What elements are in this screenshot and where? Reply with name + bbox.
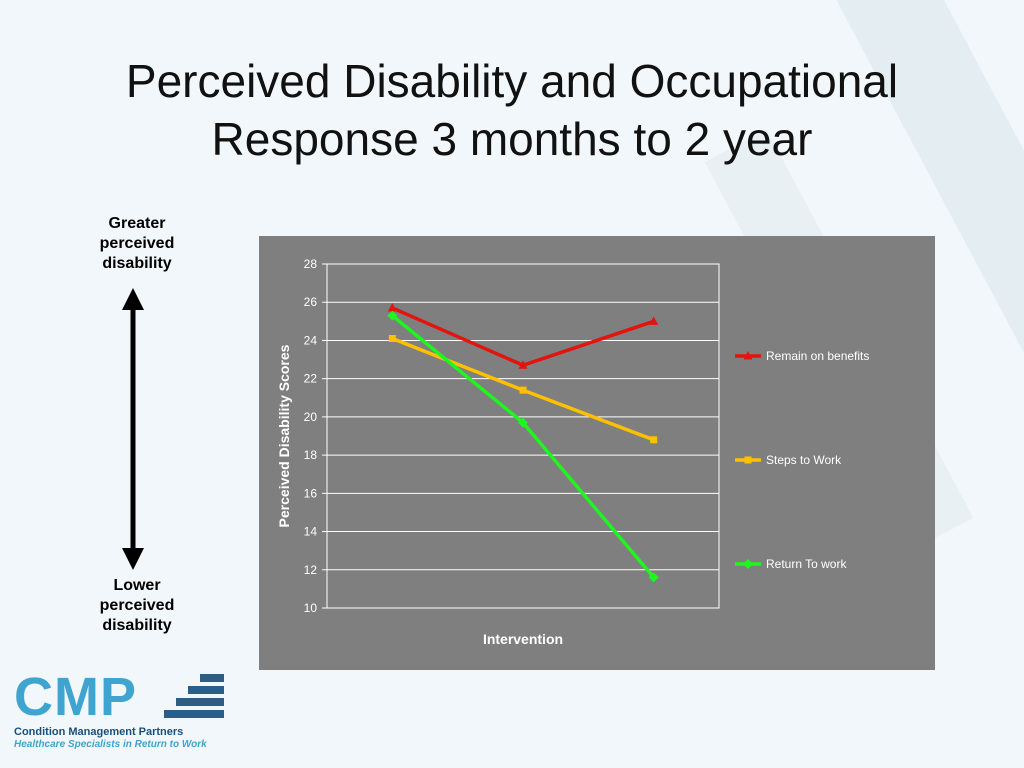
y-tick-label: 20	[304, 410, 318, 424]
double-arrow-icon	[122, 288, 144, 570]
legend-marker	[743, 559, 753, 569]
data-point	[650, 436, 658, 444]
y-tick-label: 22	[304, 372, 318, 386]
y-tick-label: 24	[304, 333, 318, 347]
label-line: Lower	[113, 577, 161, 594]
slide-title-line2: Response 3 months to 2 year	[211, 113, 813, 165]
y-tick-label: 28	[304, 257, 318, 271]
legend-marker	[743, 351, 753, 360]
label-line: Greater	[108, 215, 166, 232]
data-point	[388, 335, 396, 343]
chart-panel: 10 12 14 16 18 20 22 24 26 28 Perceived Disability…	[259, 236, 935, 670]
y-tick-label: 16	[304, 486, 318, 500]
lower-disability-label: Lower perceived disability	[62, 576, 212, 636]
slide-title-line1: Perceived Disability and Occupational	[125, 55, 899, 107]
legend-marker	[744, 456, 752, 464]
data-point	[387, 310, 398, 321]
logo-bar	[176, 698, 224, 706]
greater-disability-label: Greater perceived disability	[62, 214, 212, 274]
data-point	[649, 316, 659, 325]
legend-label: Steps to Work	[766, 453, 842, 467]
label-line: perceived	[99, 597, 175, 614]
data-point	[519, 386, 527, 394]
y-tick-label: 26	[304, 295, 318, 309]
data-point	[648, 572, 659, 583]
logo-bar	[200, 674, 224, 682]
y-tick-label: 12	[304, 563, 318, 577]
y-tick-label: 18	[304, 448, 318, 462]
data-point	[518, 360, 528, 369]
data-point	[387, 302, 397, 312]
logo-company-name: Condition Management Partners	[14, 726, 184, 738]
plot-area	[326, 263, 720, 609]
legend-label: Return To work	[766, 557, 847, 571]
x-axis-label: Intervention	[483, 631, 563, 647]
logo-wordmark: CMP	[14, 667, 137, 727]
logo-bar	[188, 686, 224, 694]
y-tick-label: 10	[304, 601, 318, 615]
legend-label: Remain on benefits	[766, 349, 869, 363]
line-chart: 10 12 14 16 18 20 22 24 26 28 Perceived Disability…	[276, 257, 869, 647]
y-axis-label: Perceived Disability Scores	[276, 344, 292, 527]
logo-tagline: Healthcare Specialists in Return to Work	[14, 739, 207, 750]
label-line: disability	[102, 255, 172, 272]
slide-title: Perceived Disability and Occupational Re…	[0, 52, 1024, 168]
label-line: disability	[102, 617, 172, 634]
logo-bar	[164, 710, 224, 718]
label-line: perceived	[99, 235, 175, 252]
y-tick-label: 14	[304, 525, 318, 539]
data-point	[518, 417, 528, 428]
